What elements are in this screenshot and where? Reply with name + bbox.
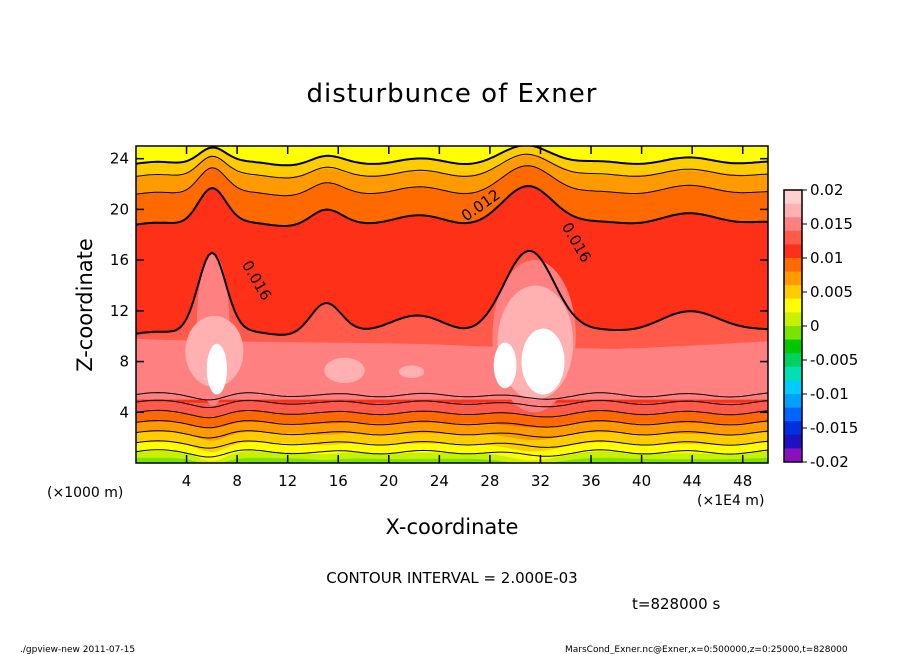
contour-low-6 <box>136 449 768 458</box>
colorbar-tick-label: -0.005 <box>810 351 858 369</box>
colorbar-tick-label: 0.015 <box>810 215 853 233</box>
x-tick-label: 16 <box>329 472 348 490</box>
colorbar-cell <box>784 230 802 245</box>
chart-title: disturbunce of Exner <box>307 79 598 109</box>
y-tick-label: 16 <box>110 251 129 269</box>
hill-right-core2 <box>493 342 517 389</box>
colorbar-tick-label: -0.02 <box>810 453 849 471</box>
x-tick-label: 36 <box>581 472 600 490</box>
colorbar-cell <box>784 394 802 409</box>
band-pink <box>136 338 768 400</box>
x-unit-left: (×1000 m) <box>47 485 123 501</box>
colorbar-tick-label: -0.01 <box>810 385 849 403</box>
colorbar-cell <box>784 353 802 368</box>
y-axis: 4 8 12 16 20 24 <box>110 150 768 421</box>
x-tick-label: 28 <box>480 472 499 490</box>
y-tick-label: 12 <box>110 302 129 320</box>
x-tick-label: 8 <box>232 472 242 490</box>
band-12 <box>136 457 768 463</box>
y-tick-label: 24 <box>110 150 129 168</box>
y-tick-label: 4 <box>119 403 129 421</box>
y-tick-label: 8 <box>119 353 129 371</box>
colorbar-ticks: 0.02 0.015 0.01 0.005 0 -0.005 -0.01 -0.015 -0.0… <box>802 181 858 471</box>
colorbar-tick-label: 0.005 <box>810 283 853 301</box>
contour-low-2 <box>136 409 768 419</box>
contour-low-3 <box>136 419 768 429</box>
x-tick-label: 40 <box>632 472 651 490</box>
x-tick-label: 12 <box>278 472 297 490</box>
footer-right: MarsCond_Exner.nc@Exner,x=0:500000,z=0:2… <box>565 645 848 654</box>
contour-low-0 <box>136 392 768 401</box>
colorbar-cell <box>784 190 802 205</box>
x-unit-right: (×1E4 m) <box>697 493 764 509</box>
colorbar-cell <box>784 217 802 232</box>
y-axis-label: Z-coordinate <box>73 238 97 372</box>
contour-d <box>136 185 768 228</box>
y-tick-label: 20 <box>110 200 129 218</box>
colorbar-cell <box>784 326 802 341</box>
blob-16 <box>324 357 365 384</box>
x-axis: 4 8 12 16 20 24 28 32 36 40 44 48 <box>182 146 752 490</box>
hill-right-core <box>521 328 565 395</box>
colorbar-tick-label: -0.015 <box>810 419 858 437</box>
colorbar-cell <box>784 407 802 422</box>
contour-low-5 <box>136 440 768 449</box>
colorbar-cell <box>784 380 802 395</box>
contour-b <box>136 153 768 179</box>
blob-22 <box>398 365 425 379</box>
contour-a <box>136 146 768 167</box>
x-tick-label: 44 <box>683 472 702 490</box>
colorbar-cell <box>784 312 802 327</box>
x-tick-label: 48 <box>733 472 752 490</box>
colorbar-cell <box>784 448 802 463</box>
contour-interval-text: CONTOUR INTERVAL = 2.000E-03 <box>326 569 577 587</box>
contour-c <box>136 165 768 197</box>
contour-low-1 <box>136 399 768 409</box>
contour-low-4 <box>136 430 768 439</box>
colorbar-cell <box>784 285 802 300</box>
footer-left: ./gpview-new 2011-07-15 <box>20 645 135 654</box>
colorbar-tick-label: 0.02 <box>810 181 843 199</box>
colorbar-tick-label: 0 <box>810 317 820 335</box>
colorbar-cell <box>784 203 802 218</box>
colorbar <box>783 189 803 463</box>
x-tick-label: 20 <box>379 472 398 490</box>
colorbar-cell <box>784 298 802 313</box>
colorbar-cell <box>784 258 802 273</box>
time-label: t=828000 s <box>632 595 720 613</box>
contour-e <box>136 249 768 336</box>
hill-left-core <box>206 343 228 395</box>
colorbar-cell <box>784 366 802 381</box>
plot-frame <box>135 145 769 464</box>
colorbar-tick-label: 0.01 <box>810 249 843 267</box>
x-tick-label: 32 <box>531 472 550 490</box>
x-tick-label: 4 <box>182 472 192 490</box>
colorbar-cell <box>784 434 802 449</box>
colorbar-cell <box>784 421 802 436</box>
colorbar-cell <box>784 339 802 354</box>
colorbar-cell <box>784 244 802 259</box>
x-tick-label: 24 <box>430 472 449 490</box>
x-axis-label: X-coordinate <box>386 515 519 539</box>
colorbar-cell <box>784 271 802 286</box>
contour-field <box>136 146 768 463</box>
